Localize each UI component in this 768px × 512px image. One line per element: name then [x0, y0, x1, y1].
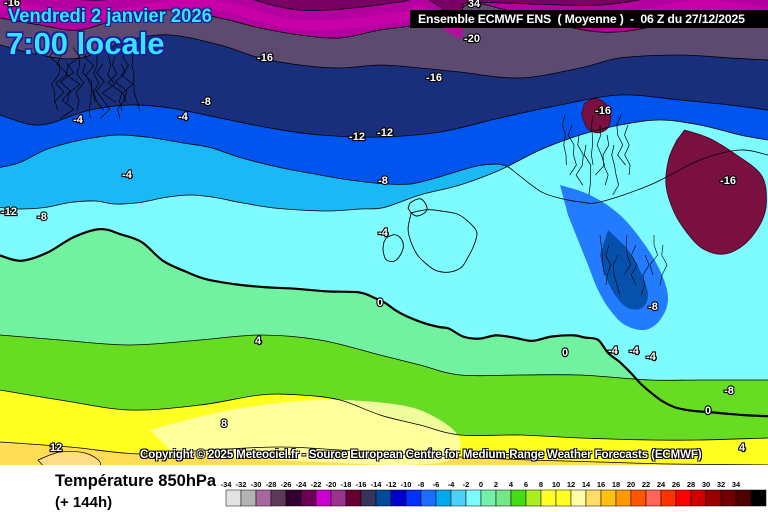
svg-text:-12: -12 — [349, 131, 365, 143]
svg-text:-20: -20 — [326, 480, 337, 489]
svg-text:-4: -4 — [73, 114, 84, 126]
svg-text:-8: -8 — [724, 385, 734, 397]
svg-text:34: 34 — [732, 480, 741, 489]
svg-text:-20: -20 — [464, 33, 480, 45]
svg-text:-4: -4 — [608, 345, 619, 357]
svg-text:-8: -8 — [378, 175, 388, 187]
svg-text:8: 8 — [539, 480, 543, 489]
svg-text:-28: -28 — [266, 480, 277, 489]
svg-text:-30: -30 — [251, 480, 262, 489]
svg-text:-24: -24 — [296, 480, 308, 489]
svg-text:-8: -8 — [37, 211, 47, 223]
svg-text:0: 0 — [562, 347, 568, 359]
svg-text:12: 12 — [50, 442, 62, 454]
svg-text:-16: -16 — [595, 105, 611, 117]
svg-text:4: 4 — [509, 480, 514, 489]
svg-text:0: 0 — [479, 480, 483, 489]
svg-text:18: 18 — [612, 480, 620, 489]
svg-text:-4: -4 — [448, 480, 455, 489]
svg-text:28: 28 — [687, 480, 695, 489]
svg-text:0: 0 — [705, 405, 711, 417]
svg-text:-8: -8 — [418, 480, 425, 489]
svg-text:2: 2 — [494, 480, 498, 489]
svg-text:-12: -12 — [377, 127, 393, 139]
svg-text:24: 24 — [657, 480, 666, 489]
svg-text:-4: -4 — [646, 351, 657, 363]
svg-text:-32: -32 — [236, 480, 247, 489]
svg-text:-16: -16 — [720, 175, 736, 187]
svg-text:-16: -16 — [356, 480, 367, 489]
svg-text:20: 20 — [627, 480, 635, 489]
svg-text:-8: -8 — [648, 301, 658, 313]
svg-text:6: 6 — [524, 480, 528, 489]
svg-text:-34: -34 — [221, 480, 233, 489]
svg-text:-8: -8 — [201, 96, 211, 108]
svg-text:-18: -18 — [341, 480, 352, 489]
svg-text:30: 30 — [702, 480, 710, 489]
svg-text:14: 14 — [582, 480, 591, 489]
svg-text:8: 8 — [221, 418, 227, 430]
svg-text:-22: -22 — [311, 480, 322, 489]
svg-text:-26: -26 — [281, 480, 292, 489]
svg-text:-16: -16 — [426, 72, 442, 84]
svg-text:-2: -2 — [463, 480, 470, 489]
svg-text:22: 22 — [642, 480, 650, 489]
svg-text:-12: -12 — [1, 206, 17, 218]
svg-text:-6: -6 — [433, 480, 440, 489]
svg-text:16: 16 — [597, 480, 605, 489]
svg-text:-4: -4 — [122, 169, 133, 181]
svg-text:4: 4 — [255, 335, 262, 347]
svg-text:-4: -4 — [629, 345, 640, 357]
svg-text:-14: -14 — [371, 480, 383, 489]
svg-text:12: 12 — [567, 480, 575, 489]
svg-text:-4: -4 — [178, 111, 189, 123]
svg-text:26: 26 — [672, 480, 680, 489]
svg-text:0: 0 — [377, 297, 383, 309]
svg-text:4: 4 — [739, 442, 746, 454]
svg-text:-10: -10 — [401, 480, 412, 489]
svg-text:34: 34 — [468, 0, 481, 10]
svg-text:10: 10 — [552, 480, 560, 489]
svg-text:-12: -12 — [386, 480, 397, 489]
svg-text:-16: -16 — [257, 52, 273, 64]
svg-text:32: 32 — [717, 480, 725, 489]
